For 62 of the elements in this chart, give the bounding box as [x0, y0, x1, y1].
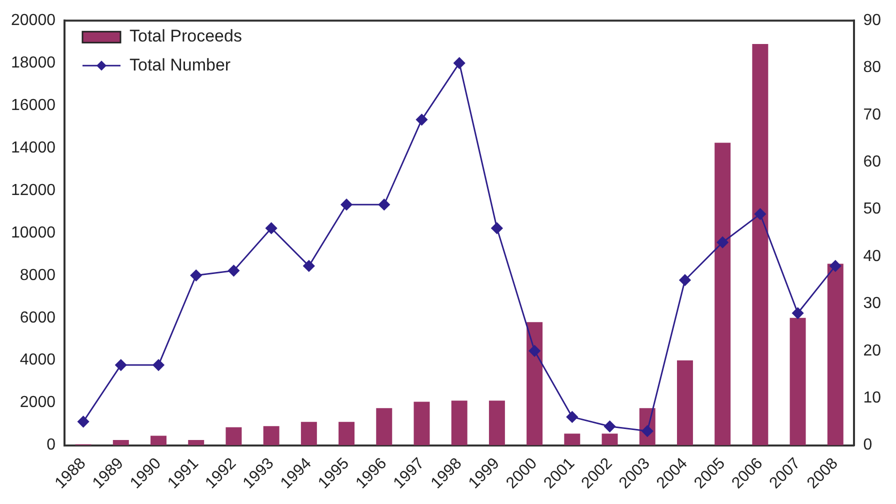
- y2-tick-label: 0: [863, 436, 872, 454]
- y-tick-label: 14000: [10, 139, 56, 156]
- bar: [226, 427, 242, 446]
- point: [566, 411, 578, 423]
- y-tick-label: 2000: [20, 394, 56, 412]
- bar: [263, 426, 280, 446]
- bar: [188, 440, 204, 446]
- point: [491, 222, 503, 234]
- y-tick-label: 20000: [10, 12, 56, 30]
- bar: [414, 402, 430, 446]
- y2-tick-label: 30: [863, 295, 882, 312]
- point: [78, 416, 90, 428]
- point: [528, 345, 540, 357]
- point: [115, 359, 127, 371]
- point: [679, 274, 691, 286]
- point: [830, 260, 842, 272]
- point: [604, 420, 616, 432]
- point: [303, 260, 315, 272]
- y2-tick-label: 70: [863, 106, 882, 124]
- bar: [752, 44, 768, 446]
- bar: [451, 400, 468, 446]
- y-tick-label: 16000: [10, 96, 56, 114]
- bar: [112, 440, 129, 446]
- y-tick-label: 8000: [20, 266, 56, 284]
- point: [152, 359, 164, 371]
- bar: [602, 434, 618, 446]
- y2-tick-label: 50: [863, 200, 882, 218]
- point: [190, 270, 202, 282]
- bar: [827, 264, 844, 446]
- point: [416, 114, 428, 126]
- y-tick-label: 12000: [10, 182, 56, 199]
- legend-label: Total Number: [129, 55, 231, 74]
- y2-tick-label: 20: [863, 342, 882, 360]
- y2-tick-label: 10: [863, 389, 882, 406]
- y-tick-label: 10000: [10, 224, 56, 242]
- y2-tick-label: 90: [863, 12, 882, 30]
- point: [266, 222, 278, 234]
- bar: [714, 142, 731, 446]
- legend-label: Total Proceeds: [129, 26, 242, 46]
- point: [754, 208, 766, 220]
- bar: [526, 322, 543, 446]
- point: [716, 236, 728, 248]
- y2-tick-label: 40: [863, 248, 882, 265]
- bar: [790, 318, 806, 446]
- bar: [564, 434, 580, 446]
- point: [454, 57, 466, 69]
- point: [228, 264, 240, 276]
- bar: [676, 360, 693, 446]
- bar: [300, 422, 317, 446]
- y-tick-label: 6000: [20, 309, 56, 326]
- bar: [488, 400, 505, 446]
- y-tick-label: 0: [46, 436, 56, 454]
- y2-tick-label: 80: [863, 59, 882, 76]
- bar: [150, 436, 166, 446]
- point: [792, 307, 804, 319]
- point: [340, 198, 352, 210]
- point: [378, 198, 390, 210]
- y-tick-label: 4000: [20, 352, 56, 369]
- y2-tick-label: 60: [863, 154, 882, 171]
- bar: [376, 408, 392, 446]
- y-tick-label: 18000: [10, 54, 56, 72]
- bar: [338, 422, 355, 446]
